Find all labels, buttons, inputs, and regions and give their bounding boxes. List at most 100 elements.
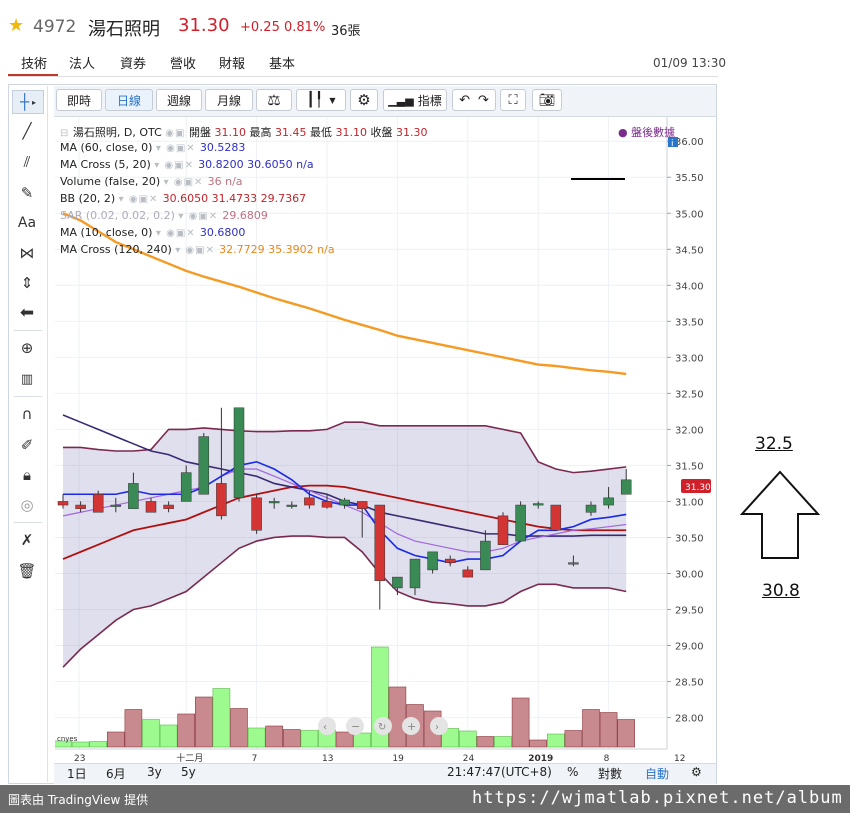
indicator-value: 29.6809 (222, 209, 268, 222)
daily-button[interactable]: 日線 (105, 89, 153, 111)
fib-retracement-icon[interactable]: ⫽ (23, 153, 31, 171)
back-arrow-icon[interactable]: ⬅ (19, 303, 35, 323)
candle-body (603, 497, 614, 506)
x-tick-label: 2019 (528, 754, 553, 764)
magnet-icon[interactable]: ∩ (21, 405, 33, 423)
tab-institutional[interactable]: 法人 (69, 57, 96, 72)
indicator-controls-icon[interactable]: ▾ ◉▣✕ (118, 194, 163, 205)
tab-revenue[interactable]: 營收 (170, 57, 197, 72)
percent-toggle[interactable]: % (567, 765, 579, 779)
annotation-upper-target: 32.5 (755, 434, 793, 454)
candle-body (497, 515, 509, 545)
indicator-controls-icon[interactable]: ▾ ◉▣✕ (163, 177, 208, 188)
indicator-legend-row[interactable]: MA (10, close, 0) ▾ ◉▣✕ 30.6800 (60, 226, 335, 243)
text-tool-icon[interactable]: Aa (17, 215, 37, 231)
settings-gear-icon[interactable]: ⚙ (350, 89, 378, 111)
volume-bar (195, 696, 213, 748)
after-hours-link[interactable]: ● 盤後數據 (618, 126, 676, 139)
tab-basic[interactable]: 基本 (269, 57, 296, 72)
indicator-controls-icon[interactable]: ▾ ◉▣✕ (155, 143, 200, 154)
tab-technical[interactable]: 技術 (21, 57, 48, 72)
indicator-value: 30.6800 (199, 226, 246, 239)
hide-eye-icon[interactable]: ◎ (20, 496, 34, 514)
tab-margin[interactable]: 資券 (120, 57, 147, 72)
tool-divider (14, 396, 42, 397)
indicator-controls-icon[interactable]: ▾ ◉▣✕ (178, 211, 223, 222)
range-1d[interactable]: 1日 (67, 767, 87, 781)
info-icon[interactable] (668, 137, 678, 147)
trend-line-icon[interactable]: ╱ (22, 122, 32, 140)
indicator-controls-icon[interactable]: ▾ ◉▣✕ (175, 245, 220, 256)
indicators-button[interactable]: ▁▃▅ 指標 (383, 89, 447, 111)
indicator-legend-row[interactable]: MA (60, close, 0) ▾ ◉▣✕ 30.5283 (60, 141, 335, 158)
legend-symbol: 湯石照明, D, OTC (72, 126, 162, 139)
price-change: +0.25 (240, 20, 280, 35)
indicator-controls-icon[interactable]: ▾ ◉▣✕ (155, 228, 200, 239)
current-price-label: 31.30 (685, 483, 711, 493)
indicator-legend-row[interactable]: Volume (false, 20) ▾ ◉▣✕ 36 n/a (60, 175, 335, 192)
volume-bar (335, 731, 354, 748)
tab-financials[interactable]: 財報 (219, 57, 246, 72)
undo-icon[interactable]: ↶ (459, 92, 470, 108)
favorite-star-icon[interactable]: ★ (8, 15, 25, 36)
trash-icon[interactable]: 🗑︎ (17, 562, 37, 580)
range-3y[interactable]: 3y (147, 765, 162, 779)
scroll-left-icon[interactable] (318, 717, 336, 735)
bottom-bar (54, 763, 716, 784)
high-label: 最高 (249, 126, 272, 139)
zoom-out-icon[interactable] (346, 717, 364, 735)
clock-time: 21:47:47 (447, 765, 501, 779)
y-tick-label: 35.50 (675, 173, 704, 184)
indicator-legend-row[interactable]: MA Cross (120, 240) ▾ ◉▣✕ 32.7729 35.390… (60, 243, 335, 260)
weekly-button[interactable]: 週線 (156, 89, 202, 111)
pencil-lock-icon[interactable]: ✐ (20, 436, 34, 454)
scroll-right-icon[interactable] (430, 717, 448, 735)
footer-url: https://wjmatlab.pixnet.net/album (472, 788, 843, 808)
zoom-in-icon[interactable]: ⊕ (20, 339, 34, 357)
indicator-legend-row[interactable]: BB (20, 2) ▾ ◉▣✕ 30.6050 31.4733 29.7367 (60, 192, 335, 209)
candle-body (92, 493, 104, 513)
y-tick-label: 29.00 (675, 642, 704, 653)
price-axis-ticks: 36.00 35.50 35.00 34.50 34.00 33.50 33.00 32.50… (667, 137, 704, 725)
price-change-pct: 0.81% (284, 20, 326, 35)
lock-icon[interactable]: 🔒︎ (23, 466, 31, 484)
brush-icon[interactable]: ✎ (20, 184, 34, 202)
monthly-button[interactable]: 月線 (205, 89, 253, 111)
x-tick-label: 24 (463, 754, 475, 764)
redo-icon[interactable]: ↷ (478, 92, 489, 108)
measure-icon[interactable]: ⇕ (20, 274, 34, 292)
intraday-button[interactable]: 即時 (56, 89, 102, 111)
candle-type-button[interactable]: ┃╿ ▼ (296, 89, 346, 111)
snapshot-camera-icon[interactable]: 📷︎ (532, 89, 562, 111)
chart-settings-gear-icon[interactable]: ⚙ (691, 765, 702, 779)
reset-zoom-icon[interactable] (374, 717, 392, 735)
auto-scale-toggle[interactable]: 自動 (645, 767, 670, 781)
indicator-controls-icon[interactable]: ▾ ◉▣✕ (154, 160, 199, 171)
indicator-legend-row[interactable]: MA Cross (5, 20) ▾ ◉▣✕ 30.8200 30.6050 n… (60, 158, 335, 175)
fullscreen-icon[interactable]: ⛶ (500, 89, 526, 111)
pattern-icon[interactable]: ⋈ (19, 244, 35, 262)
open-value: 31.10 (214, 126, 246, 139)
zoom-controls: ‹ − ↻ + › (318, 717, 448, 735)
candle-body (409, 558, 421, 589)
zoom-in-plus-icon[interactable] (402, 717, 420, 735)
price-chart[interactable]: 36.00 35.50 35.00 34.50 34.00 33.50 33.00 32.50… (55, 117, 715, 767)
crosshair-icon[interactable]: ┼ ▸ (12, 90, 44, 114)
timezone[interactable]: (UTC+8) (501, 765, 552, 779)
candle-body (480, 540, 491, 571)
y-tick-label: 35.00 (675, 209, 704, 220)
legend-main: ⊟ 湯石照明, D, OTC ◉▣ 開盤 31.10 最高 31.45 最低 3… (60, 124, 427, 140)
range-5y[interactable]: 5y (181, 765, 196, 779)
collapse-icon[interactable]: ⊟ (60, 128, 70, 139)
open-label: 開盤 (188, 126, 211, 139)
legend-controls-icon[interactable]: ◉▣ (165, 128, 186, 139)
volume-bar (283, 729, 301, 748)
ruler-icon[interactable]: ▥ (20, 371, 34, 387)
log-scale-toggle[interactable]: 對數 (598, 767, 623, 781)
indicator-legend-row[interactable]: SAR (0.02, 0.02, 0.2) ▾ ◉▣✕ 29.6809 (60, 209, 335, 226)
compare-scale-icon[interactable]: ⚖ (256, 89, 292, 111)
volume-bar (441, 728, 460, 748)
time-axis-ticks: 23 十二月 7 13 19 24 2019 8 12 (74, 752, 685, 764)
range-6m[interactable]: 6月 (106, 767, 126, 781)
tools-icon[interactable]: ✗ (20, 531, 34, 549)
